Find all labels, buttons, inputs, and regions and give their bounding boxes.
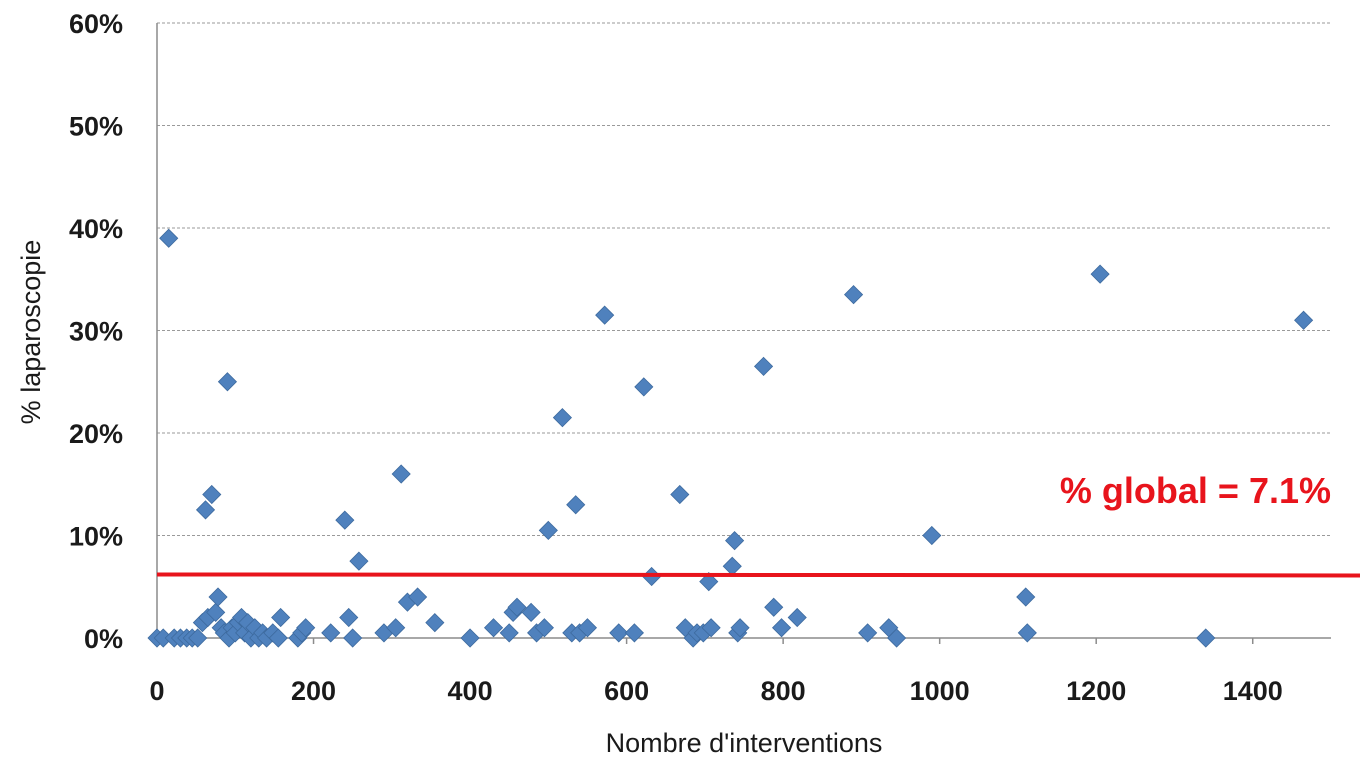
data-point bbox=[460, 628, 480, 648]
data-point bbox=[408, 587, 428, 607]
x-tick-label: 1400 bbox=[1223, 676, 1283, 706]
x-tick-label: 400 bbox=[448, 676, 493, 706]
y-tick-label: 10% bbox=[69, 522, 123, 552]
data-point bbox=[922, 525, 942, 546]
data-point bbox=[701, 618, 721, 638]
data-point bbox=[609, 623, 629, 643]
data-point bbox=[552, 408, 572, 428]
x-tick-label: 800 bbox=[761, 676, 806, 706]
data-point bbox=[624, 623, 644, 643]
x-tick-label: 600 bbox=[604, 676, 649, 706]
y-tick-label: 40% bbox=[69, 214, 123, 244]
data-point bbox=[343, 628, 363, 648]
data-point bbox=[349, 551, 369, 571]
global-annotation: % global = 7.1% bbox=[1060, 470, 1331, 511]
data-point bbox=[858, 623, 878, 643]
data-point bbox=[425, 613, 445, 633]
y-axis-label: % laparoscopie bbox=[16, 240, 46, 425]
data-point bbox=[699, 572, 719, 592]
data-point bbox=[335, 510, 355, 530]
x-tick-label: 1200 bbox=[1066, 676, 1126, 706]
reference-line-group bbox=[156, 572, 1360, 578]
data-point bbox=[566, 495, 586, 515]
data-point bbox=[730, 618, 750, 638]
data-point bbox=[521, 602, 541, 622]
data-point bbox=[268, 628, 288, 648]
data-point bbox=[195, 500, 216, 520]
data-point bbox=[391, 464, 411, 484]
gridlines bbox=[157, 22, 1331, 536]
y-tick-label: 50% bbox=[69, 112, 123, 142]
data-point bbox=[772, 618, 792, 638]
data-point bbox=[577, 618, 598, 638]
data-point bbox=[725, 531, 745, 551]
data-point bbox=[188, 628, 208, 648]
data-point bbox=[206, 602, 226, 622]
data-point bbox=[534, 618, 554, 638]
axes bbox=[156, 23, 1331, 644]
data-point bbox=[499, 623, 519, 643]
data-point bbox=[159, 228, 179, 248]
y-tick-label: 0% bbox=[84, 624, 123, 654]
x-tick-label: 1000 bbox=[910, 676, 970, 706]
y-tick-label: 20% bbox=[69, 419, 123, 449]
data-point bbox=[538, 520, 558, 540]
data-point bbox=[208, 587, 228, 607]
data-point bbox=[217, 372, 238, 392]
x-tick-label: 200 bbox=[291, 676, 336, 706]
data-point bbox=[634, 377, 654, 397]
data-point bbox=[1294, 310, 1314, 330]
x-axis-label: Nombre d'interventions bbox=[606, 728, 883, 758]
y-tick-labels: 0% 10% 20% 30% 40% 50% 60% bbox=[69, 9, 123, 654]
data-points bbox=[147, 228, 1314, 648]
data-point bbox=[483, 618, 504, 638]
data-point bbox=[764, 597, 784, 617]
data-point bbox=[202, 484, 222, 505]
data-point bbox=[386, 618, 406, 638]
data-point bbox=[271, 607, 291, 628]
data-point bbox=[339, 607, 359, 628]
data-point bbox=[887, 628, 907, 648]
y-tick-label: 60% bbox=[69, 9, 123, 39]
global-reference-line bbox=[156, 572, 1360, 578]
data-point bbox=[1090, 264, 1110, 284]
data-point bbox=[844, 285, 864, 305]
data-point bbox=[787, 607, 807, 628]
y-tick-label: 30% bbox=[69, 317, 123, 347]
data-point bbox=[296, 618, 316, 638]
data-point bbox=[595, 305, 615, 325]
x-tick-label: 0 bbox=[149, 676, 164, 706]
data-point bbox=[1196, 628, 1216, 648]
data-point bbox=[1017, 623, 1037, 643]
data-point bbox=[722, 556, 742, 576]
data-point bbox=[754, 356, 774, 376]
data-point bbox=[670, 484, 690, 505]
data-point bbox=[507, 597, 527, 617]
data-point bbox=[321, 623, 341, 643]
data-point bbox=[1016, 587, 1036, 607]
x-tick-labels: 0 200 400 600 800 1000 1200 1400 bbox=[149, 676, 1282, 706]
